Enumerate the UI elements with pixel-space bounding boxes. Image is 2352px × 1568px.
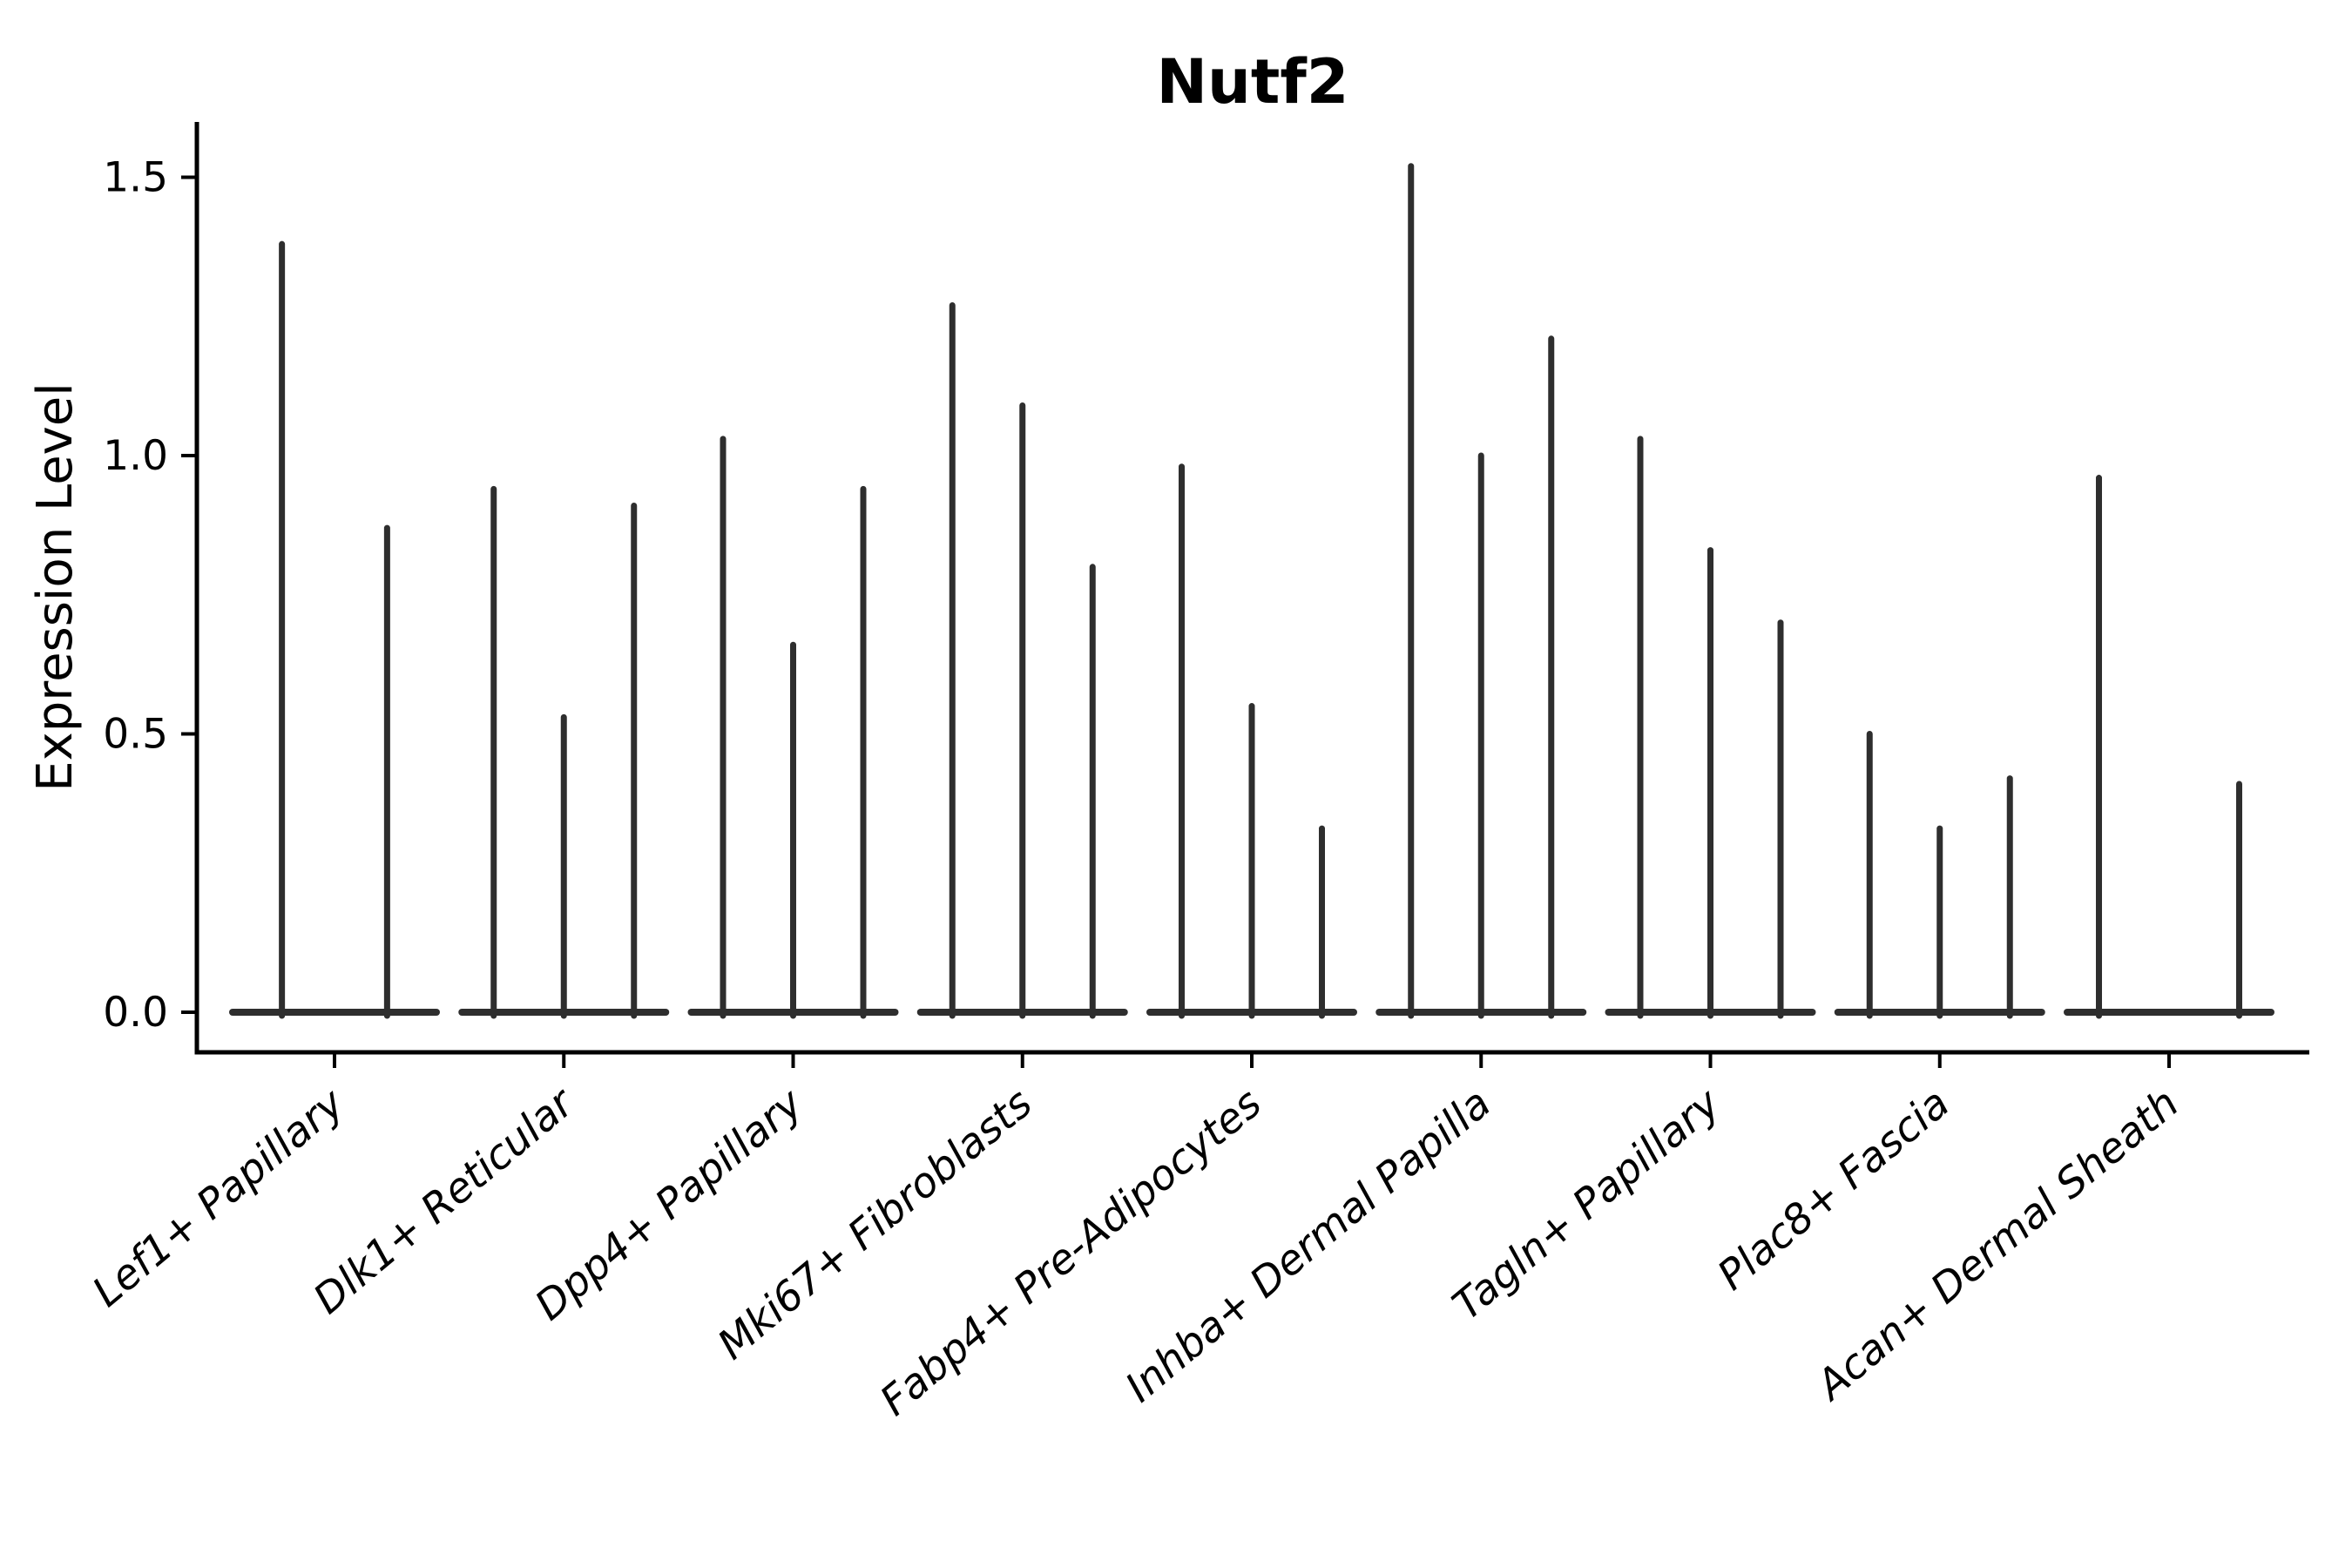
x-tick-label: Inhba+ Dermal Papilla <box>1117 1079 1500 1412</box>
violin-group <box>1834 731 2045 1019</box>
violin-group <box>1605 436 1816 1019</box>
violin-group <box>1375 163 1587 1019</box>
violin-group <box>687 436 899 1019</box>
x-axis-ticks <box>333 1052 2171 1068</box>
y-tick-label: 1.5 <box>103 154 168 202</box>
x-tick-label: Fabp4+ Pre-Adipocytes <box>871 1079 1271 1425</box>
violin-group <box>1146 463 1357 1019</box>
y-tick-label: 1.0 <box>103 432 168 480</box>
violin-group <box>229 240 440 1019</box>
violin-group <box>2064 475 2274 1019</box>
y-tick-label: 0.0 <box>103 989 168 1037</box>
y-axis-ticks: 0.0 0.5 1.0 1.5 <box>103 154 197 1037</box>
violin-series <box>229 163 2274 1019</box>
y-tick-label: 0.5 <box>103 711 168 759</box>
violin-group <box>458 485 670 1019</box>
violin-group <box>916 301 1128 1019</box>
x-tick-label: Acan+ Dermal Sheath <box>1806 1079 2188 1411</box>
y-axis-label: Expression Level <box>27 382 84 792</box>
x-tick-label: Plac8+ Fascia <box>1709 1079 1959 1300</box>
chart-title: Nutf2 <box>1156 46 1348 118</box>
